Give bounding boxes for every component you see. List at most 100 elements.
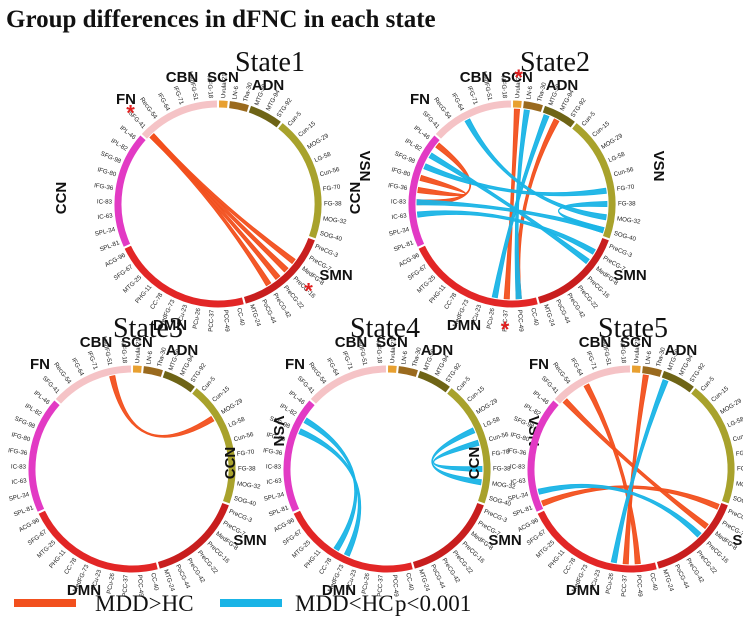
node-label: Cun-15 (466, 385, 486, 404)
node-label: FG-38 (737, 466, 743, 473)
network-label-adn: ADN (166, 342, 199, 359)
network-arc-fn (554, 365, 631, 404)
network-label-scn: SCN (121, 334, 153, 351)
node-label: SFG-67 (282, 528, 304, 547)
network-label-ccn: CCN (347, 182, 364, 215)
node-label: MTG-24 (542, 303, 556, 327)
node-label: SPL-81 (13, 504, 35, 518)
network-label-dmn: DMN (566, 582, 600, 599)
legend-increase-swatch (14, 599, 76, 607)
node-label: IFG-36 (263, 447, 284, 457)
network-arc-smn (157, 502, 229, 569)
network-label-smn: SMN (613, 267, 646, 284)
node-label: FG-70 (617, 183, 636, 192)
node-label: IC-83 (391, 198, 407, 205)
node-label: IFG-36 (8, 447, 29, 457)
node-label: MFG-18 (374, 340, 383, 364)
node-label: SOG-40 (732, 495, 743, 508)
node-label: IFG-36 (388, 182, 409, 192)
node-label: CC-78 (318, 556, 334, 575)
chord-increase (562, 398, 709, 530)
node-label: CC-40 (149, 572, 159, 591)
node-label: CC-78 (149, 291, 165, 310)
node-label: IFG-36 (507, 447, 528, 457)
network-label-cbn: CBN (460, 69, 493, 86)
node-label: RecG-54 (551, 361, 572, 386)
node-label: SPL-34 (263, 491, 285, 503)
node-label: Cun-56 (613, 166, 635, 178)
node-label: PCu-26 (486, 307, 497, 329)
node-label: MOG-29 (475, 397, 499, 416)
node-label: IPL-46 (412, 124, 431, 141)
node-label: PHG-11 (134, 283, 154, 305)
network-arc-smn (537, 237, 609, 304)
node-label: SFG-41 (41, 375, 61, 396)
figure-title: Group differences in dFNC in each state (6, 6, 436, 33)
chord-decrease (432, 439, 483, 473)
network-arc-smn (656, 502, 728, 569)
chord-increase (622, 374, 649, 565)
node-label: IFG-71 (585, 350, 598, 371)
node-label: FG-38 (618, 201, 636, 208)
node-label: SFG-67 (27, 528, 49, 547)
node-label: IC-63 (11, 477, 27, 486)
network-label-scn: SCN (501, 69, 533, 86)
network-arc-smn (243, 237, 315, 304)
node-label: IFG-80 (97, 166, 118, 178)
node-label: Uvula-21 (514, 73, 522, 99)
node-label: STG-92 (445, 362, 463, 384)
network-arc-dmn (38, 510, 158, 573)
node-label: PreCG-3 (228, 508, 254, 524)
network-label-fn: FN (116, 91, 136, 108)
node-label: SPL-34 (94, 226, 116, 238)
node-label: Cun-56 (319, 166, 341, 178)
legend-decrease-swatch (220, 599, 282, 607)
network-label-fn: FN (30, 356, 50, 373)
network-label-fn: FN (410, 91, 430, 108)
network-arc-ccn (283, 400, 315, 512)
node-label: SOG-40 (233, 495, 257, 508)
network-label-cbn: CBN (335, 334, 368, 351)
chord-increase (149, 133, 272, 287)
node-label: PHG-11 (303, 548, 323, 570)
network-arc-dmn (537, 510, 657, 573)
node-label: Tha-30 (156, 346, 168, 367)
node-label: LG-58 (227, 416, 246, 430)
node-label: ACG-96 (18, 517, 41, 534)
chord-increase (541, 485, 720, 510)
node-label: PCu-23 (345, 568, 358, 591)
node-label: PCC-49 (136, 574, 145, 597)
network-arc-fn (55, 365, 132, 404)
node-label: IC-83 (266, 463, 282, 470)
node-label: SFG-41 (296, 375, 316, 396)
node-label: IFG-36 (94, 182, 115, 192)
network-arc-scn (398, 366, 418, 377)
node-label: CC-40 (529, 307, 539, 326)
node-label: PCu-26 (361, 572, 372, 594)
node-label: STG-92 (190, 362, 208, 384)
network-arc-smn (412, 502, 484, 569)
node-label: ACG-96 (398, 252, 421, 269)
node-label: PCu-23 (470, 303, 483, 326)
node-label: PCC-37 (502, 309, 510, 332)
network-arc-scn (523, 101, 543, 112)
node-label: LN-6 (231, 85, 240, 100)
network-arc-dmn (124, 245, 244, 308)
node-label: IFG-71 (86, 350, 99, 371)
node-label: PCu-26 (106, 572, 117, 594)
network-label-vsn: VSN (270, 416, 287, 447)
node-label: MOG-32 (735, 480, 743, 490)
network-label-cbn: CBN (80, 334, 113, 351)
network-arc-vsn (447, 388, 491, 504)
chord-decrease (416, 210, 596, 255)
legend: MDD>HC MDD<HC p<0.001 (14, 591, 471, 616)
node-label: PCC-49 (391, 574, 400, 597)
network-label-adn: ADN (665, 342, 698, 359)
significance-star: * (126, 100, 135, 125)
network-arc-fn (310, 365, 387, 404)
node-label: Tha-30 (411, 346, 423, 367)
node-label: SPL-81 (512, 504, 534, 518)
node-label: IFG-71 (466, 85, 479, 106)
